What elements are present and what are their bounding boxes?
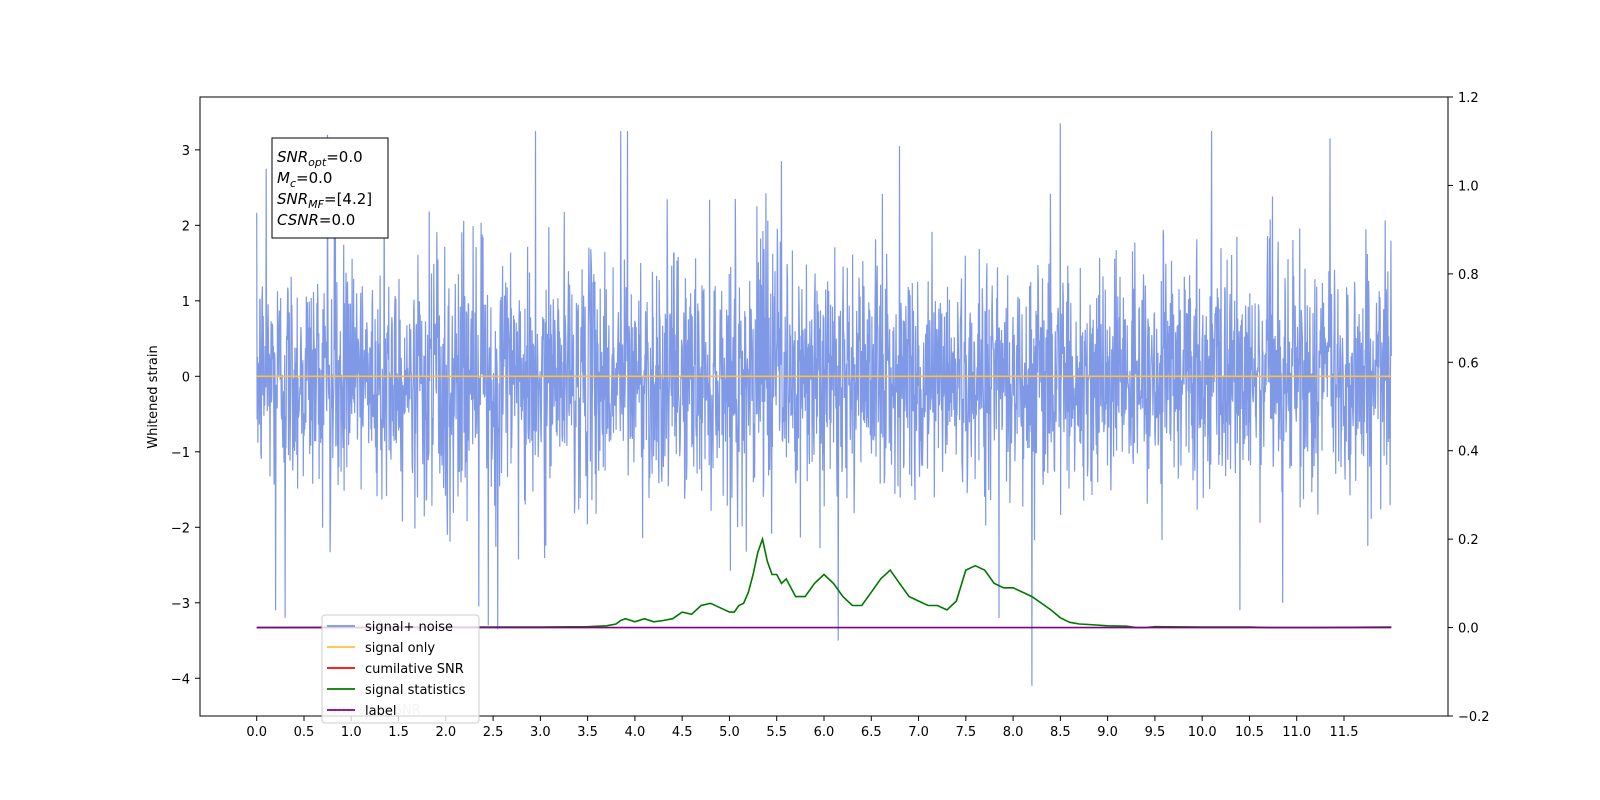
y-right-tick-label: 0.8 [1458,268,1479,283]
y-axis-left: 3 2 1 0 −1 −2 −3 −4 [171,144,200,687]
legend-label: cumilative SNR [365,662,464,677]
annotation-value: =0.0 [319,211,355,229]
y-right-tick-label: 0.2 [1458,533,1479,548]
annotation-line: Mc=0.0 [277,169,332,190]
annotation-subscript: opt [308,156,327,169]
y-right-tick-label: 0.0 [1458,622,1479,637]
series-signal-plus-noise [256,123,1392,686]
legend-label: signal statistics [365,683,466,698]
x-tick-label: 11.5 [1330,725,1359,740]
x-tick-label: 2.5 [483,725,504,740]
x-tick-label: 4.0 [625,725,646,740]
x-tick-label: 10.0 [1188,725,1217,740]
x-tick-label: 11.0 [1282,725,1311,740]
series-signal-statistics [256,536,1392,629]
annotation-symbol: SNR [277,190,308,208]
x-tick-label: 7.0 [908,725,929,740]
x-tick-label: 8.0 [1003,725,1024,740]
x-tick-label: 4.5 [672,725,693,740]
y-axis-right: 1.2 1.0 0.8 0.6 0.4 0.2 0.0 −0.2 [1448,91,1490,725]
annotation-symbol: CSNR [277,211,319,229]
annotation-subscript: c [290,177,296,190]
y-left-tick-label: 1 [182,295,190,310]
x-tick-label: 0.0 [246,725,267,740]
annotation-value: =0.0 [296,169,332,187]
annotation-value: =0.0 [326,148,362,166]
x-tick-label: 3.0 [530,725,551,740]
y-left-tick-label: −2 [171,521,190,536]
legend-label: signal+ noise [365,620,453,635]
annotation-line: SNRMF=[4.2] [277,190,372,211]
y-left-tick-label: −3 [171,597,190,612]
y-left-tick-label: −4 [171,672,190,687]
annotation-subscript: MF [308,198,324,211]
legend-label: signal only [365,641,435,656]
x-tick-label: 5.5 [766,725,787,740]
x-tick-label: 2.0 [435,725,456,740]
annotation-symbol: M [277,169,290,187]
annotation-line: SNRopt=0.0 [277,148,363,169]
series-group [256,123,1392,686]
y-axis-label: Whitened strain [146,345,161,448]
annotation-value: =[4.2] [324,190,372,208]
x-tick-label: 8.5 [1050,725,1071,740]
legend-frame [321,614,480,724]
annotation-frame [271,137,389,239]
y-left-tick-label: 3 [182,144,190,159]
x-tick-label: 9.5 [1145,725,1166,740]
y-right-tick-label: 0.6 [1458,356,1479,371]
x-tick-label: 6.5 [861,725,882,740]
y-left-tick-label: −1 [171,446,190,461]
y-right-tick-label: −0.2 [1458,710,1490,725]
y-left-tick-label: 2 [182,219,190,234]
y-right-tick-label: 1.2 [1458,91,1479,106]
x-axis: 0.0 0.5 1.0 1.5 2.0 2.5 3.0 3.5 4.0 4.5 5.0 5.5 6.0 6… [246,716,1358,740]
x-tick-label: 3.5 [577,725,598,740]
legend-label: label [365,704,396,719]
x-tick-label: 6.0 [814,725,835,740]
x-tick-label: 1.0 [341,725,362,740]
x-tick-label: 1.5 [388,725,409,740]
annotation-symbol: SNR [277,148,308,166]
y-right-tick-label: 1.0 [1458,179,1479,194]
y-left-tick-label: 0 [182,370,190,385]
x-tick-label: 9.0 [1097,725,1118,740]
y-right-tick-label: 0.4 [1458,445,1479,460]
annotation-line: CSNR=0.0 [277,211,355,229]
x-tick-label: 5.0 [719,725,740,740]
x-tick-label: 10.5 [1235,725,1264,740]
x-tick-label: 0.5 [294,725,315,740]
x-tick-label: 7.5 [955,725,976,740]
